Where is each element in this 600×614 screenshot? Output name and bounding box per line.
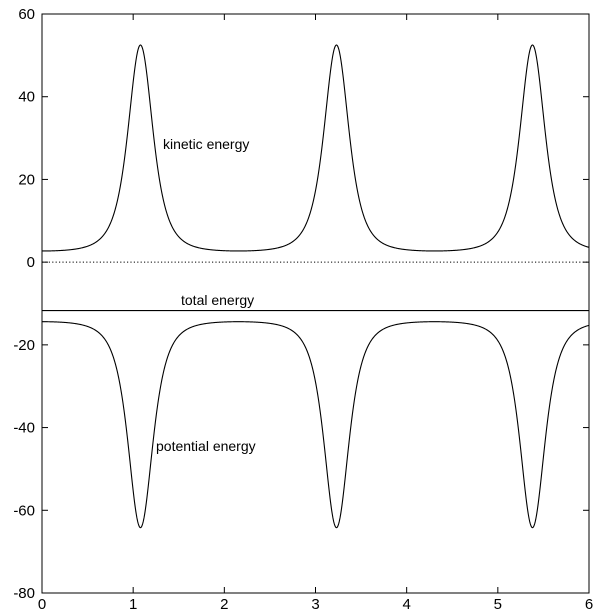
x-tick-label: 1	[129, 596, 137, 613]
x-tick-label: 0	[38, 596, 46, 613]
x-tick-label: 3	[311, 596, 319, 613]
x-tick-label: 2	[220, 596, 228, 613]
x-tick-label: 4	[402, 596, 410, 613]
x-tick-label: 5	[494, 596, 502, 613]
plot-frame	[41, 13, 590, 594]
y-tick-label: 0	[27, 254, 35, 271]
total-energy-label: total energy	[181, 292, 254, 308]
potential-energy-label: potential energy	[156, 438, 256, 454]
y-tick-label: -80	[13, 585, 35, 602]
y-tick-label: 60	[18, 6, 35, 23]
x-tick-label: 6	[585, 596, 593, 613]
potential-energy-line	[42, 321, 590, 529]
y-tick-label: -20	[13, 337, 35, 354]
y-tick-label: -60	[13, 502, 35, 519]
y-tick-label: 20	[18, 171, 35, 188]
kinetic-energy-line	[42, 44, 590, 252]
y-tick-label: 40	[18, 89, 35, 106]
kinetic-energy-label: kinetic energy	[163, 136, 249, 152]
y-tick-label: -40	[13, 420, 35, 437]
